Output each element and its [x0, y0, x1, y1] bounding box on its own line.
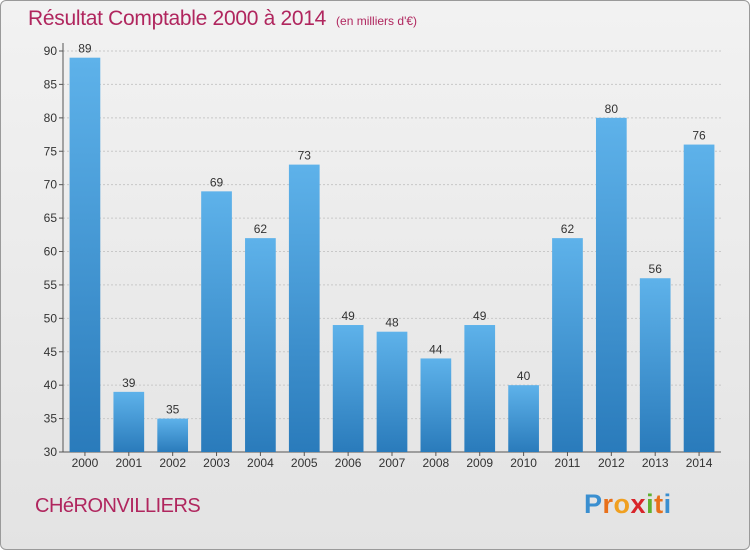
- y-tick-label: 90: [44, 44, 58, 58]
- commune-name: CHéRONVILLIERS: [35, 495, 201, 517]
- y-tick-label: 40: [44, 378, 58, 392]
- bar-2005: [288, 164, 320, 452]
- logo-letter: P: [584, 489, 603, 519]
- title-main: Résultat Comptable 2000 à 2014: [28, 7, 327, 30]
- bar-2008: [420, 358, 452, 452]
- x-tick-label: 2014: [686, 456, 713, 470]
- bar-2012: [595, 117, 627, 452]
- data-label: 49: [473, 309, 487, 323]
- x-tick-label: 2001: [115, 456, 142, 470]
- bar-2004: [245, 238, 276, 452]
- logo-letter: t: [654, 489, 664, 519]
- bars: [69, 57, 715, 453]
- x-tick-label: 2007: [379, 456, 406, 470]
- bar-2013: [639, 278, 671, 452]
- x-tick-label: 2000: [72, 456, 99, 470]
- bar-2009: [464, 325, 496, 452]
- data-labels: 89 39 35 69 62 73 49 48 44 49 40 62 80 56 76: [78, 42, 706, 417]
- data-label: 69: [210, 175, 224, 189]
- logo-letter: i: [663, 489, 672, 519]
- data-label: 40: [517, 369, 531, 383]
- logo-letter: o: [613, 489, 631, 519]
- x-tick-label: 2005: [291, 456, 318, 470]
- logo-letter: i: [646, 489, 655, 519]
- y-tick-label: 55: [44, 278, 58, 292]
- x-tick-label: 2010: [510, 456, 537, 470]
- logo-letter: r: [602, 489, 614, 519]
- y-tick-label: 60: [44, 245, 58, 259]
- bar-2000: [69, 57, 101, 452]
- x-tick-label: 2002: [159, 456, 186, 470]
- y-tick-label: 75: [44, 144, 58, 158]
- data-label: 89: [78, 42, 92, 56]
- bar-2006: [332, 325, 364, 452]
- data-label: 35: [166, 403, 180, 417]
- data-label: 76: [692, 129, 706, 143]
- logo-letter: x: [630, 489, 647, 519]
- bar-2011: [552, 238, 583, 452]
- data-label: 62: [254, 222, 268, 236]
- bar-2001: [113, 391, 145, 452]
- y-tick-label: 85: [44, 77, 58, 91]
- data-label: 80: [605, 102, 619, 116]
- data-label: 44: [429, 342, 443, 356]
- x-tick-label: 2013: [642, 456, 669, 470]
- x-tick-label: 2004: [247, 456, 274, 470]
- x-tick-label: 2006: [335, 456, 362, 470]
- data-label: 49: [341, 309, 355, 323]
- y-tick-label: 65: [44, 211, 58, 225]
- axes: 30 35 40 45 50 55 60 65 70 75 80 85 90 2000 2001 2002 20…: [44, 43, 721, 470]
- y-tick-label: 45: [44, 345, 58, 359]
- bar-2010: [508, 385, 539, 452]
- x-tick-label: 2009: [466, 456, 493, 470]
- data-label: 39: [122, 376, 136, 390]
- bar-2002: [157, 418, 189, 452]
- data-label: 62: [561, 222, 575, 236]
- bar-2007: [376, 331, 408, 452]
- y-tick-label: 70: [44, 178, 58, 192]
- y-tick-label: 35: [44, 412, 58, 426]
- y-tick-label: 50: [44, 311, 58, 325]
- data-label: 56: [649, 262, 663, 276]
- chart-title: Résultat Comptable 2000 à 2014 (en millie…: [28, 7, 417, 31]
- x-tick-label: 2012: [598, 456, 625, 470]
- data-label: 48: [385, 316, 399, 330]
- x-tick-label: 2008: [423, 456, 450, 470]
- title-unit: (en milliers d'€): [336, 14, 418, 28]
- y-tick-label: 30: [44, 445, 58, 459]
- x-tick-label: 2003: [203, 456, 230, 470]
- bar-2014: [683, 144, 715, 453]
- proxiti-logo: Proxiti: [584, 489, 672, 520]
- data-label: 73: [298, 149, 312, 163]
- y-tick-label: 80: [44, 111, 58, 125]
- x-tick-label: 2011: [555, 456, 581, 470]
- bar-2003: [201, 191, 232, 452]
